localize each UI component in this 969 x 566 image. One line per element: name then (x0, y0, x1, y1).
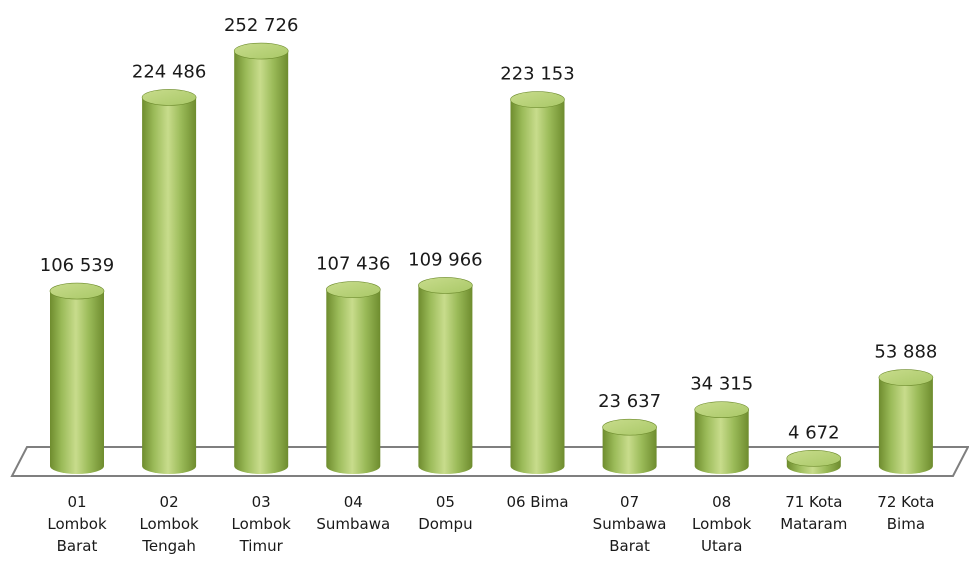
value-label: 223 153 (500, 64, 574, 85)
category-label: 08 Lombok Utara (692, 493, 752, 555)
bar-body (694, 409, 749, 474)
bar-body (602, 427, 657, 474)
category-label: 04 Sumbawa (316, 493, 390, 533)
bar-top-cap (694, 401, 750, 418)
bar-body (878, 377, 933, 474)
bar-6 (510, 91, 565, 475)
bar-body (50, 291, 104, 474)
value-label: 53 888 (874, 342, 937, 363)
bar-top-cap (49, 282, 105, 300)
category-label: 05 Dompu (418, 493, 472, 533)
value-label: 107 436 (316, 254, 390, 275)
bar-8 (694, 401, 750, 474)
category-label: 72 Kota Bima (877, 493, 934, 533)
bar-body (418, 285, 473, 474)
bar-3 (233, 42, 289, 475)
bar-1 (49, 282, 105, 474)
bar-body (510, 99, 565, 475)
value-label: 224 486 (132, 61, 206, 82)
bar-10 (878, 369, 934, 474)
bar-9 (786, 450, 842, 474)
bars-layer (49, 42, 934, 475)
bar-body (326, 289, 381, 474)
value-label: 252 726 (224, 15, 298, 36)
value-label: 4 672 (788, 422, 840, 443)
category-label: 07 Sumbawa Barat (593, 493, 667, 555)
bar-body (142, 97, 197, 475)
bar-top-cap (602, 418, 657, 436)
category-labels-layer: 01 Lombok Barat 02 Lombok Tengah 03 Lombok Timur… (47, 493, 934, 555)
bar-top-cap (878, 369, 934, 386)
bar-top-cap (233, 42, 289, 60)
bar-top-cap (786, 450, 842, 467)
bar-top-cap (325, 281, 381, 298)
bar-7 (602, 418, 657, 474)
value-label: 34 315 (690, 374, 753, 395)
value-label: 106 539 (40, 255, 114, 276)
value-label: 109 966 (408, 249, 482, 270)
bar-4 (325, 281, 381, 474)
value-labels-layer: 106 539 224 486 252 726 107 436 109 966 223 1… (40, 15, 938, 443)
bar-top-cap (510, 91, 565, 108)
bar-body (234, 51, 289, 475)
bar-2 (141, 89, 197, 475)
value-label: 23 637 (598, 391, 661, 412)
category-label: 71 Kota Mataram (780, 493, 847, 533)
category-label: 02 Lombok Tengah (139, 493, 199, 555)
bar-top-cap (141, 89, 197, 106)
bar-top-cap (418, 277, 473, 294)
category-label: 06 Bima (506, 493, 568, 511)
category-label: 03 Lombok Timur (232, 493, 292, 555)
category-label: 01 Lombok Barat (47, 493, 107, 555)
bar-5 (418, 277, 473, 474)
